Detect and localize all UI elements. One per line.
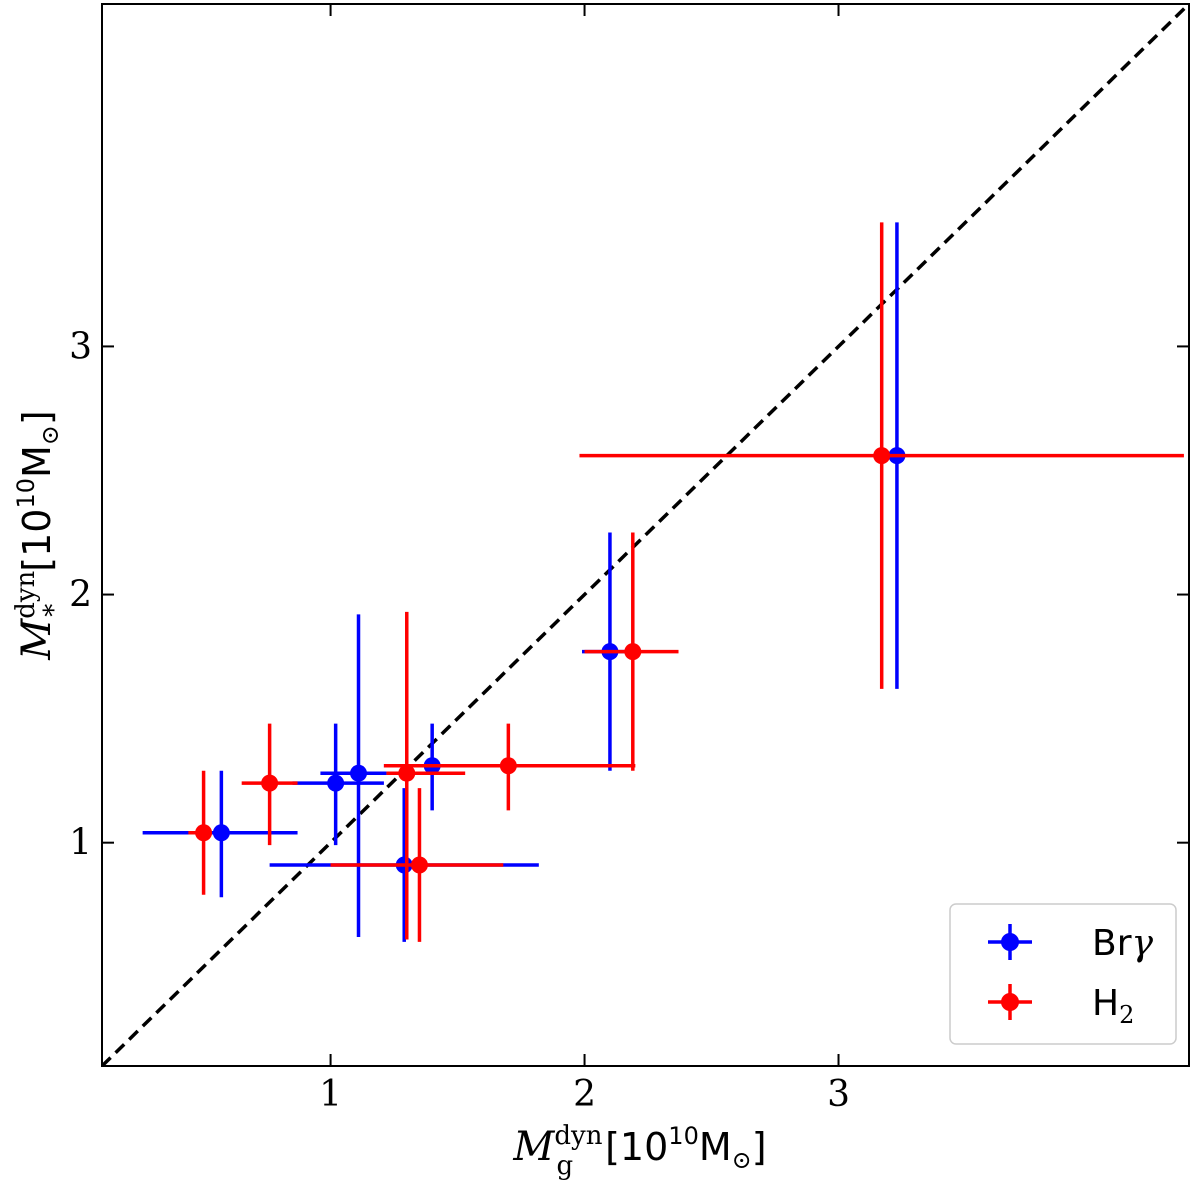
- x-label-sup: dyn: [554, 1121, 602, 1151]
- y-label-sub: *: [39, 604, 69, 617]
- legend-h2-label: H2: [1092, 983, 1134, 1029]
- legend-h2-main: H: [1092, 983, 1119, 1024]
- y-tick-label: 3: [69, 326, 92, 367]
- x-tick-label: 3: [827, 1074, 850, 1115]
- x-label-units-exp: 10: [668, 1122, 699, 1150]
- y-label-units-suffix: M: [15, 445, 59, 478]
- legend-h2-marker: [1001, 993, 1019, 1011]
- y-label-units-prefix: [10: [15, 509, 59, 572]
- legend-brgamma-label: Brγ: [1092, 923, 1154, 964]
- y-label-symbol: M: [14, 618, 60, 661]
- legend: Brγ H2: [949, 903, 1177, 1045]
- y-label-units-exp: 10: [12, 478, 40, 509]
- x-label-units-close: ]: [752, 1125, 767, 1169]
- y-tick-label: 1: [69, 823, 92, 864]
- legend-entry-h2: H2: [988, 983, 1134, 1029]
- y-axis-ticks: 1 2 3: [69, 326, 1189, 864]
- y-axis-label: Mdyn*[1010M⊙]: [11, 410, 69, 661]
- x-axis-label: Mdyn g [1010M⊙]: [512, 1121, 766, 1181]
- data-point: [410, 856, 428, 874]
- x-label-sun-symbol: ⊙: [732, 1146, 752, 1174]
- x-label-sub: g: [556, 1151, 573, 1181]
- plot-frame: [101, 3, 1190, 1067]
- data-point: [873, 447, 891, 465]
- legend-brgamma-greek: γ: [1132, 923, 1154, 964]
- one-to-one-line: [102, 4, 1189, 1066]
- data-point: [195, 824, 213, 842]
- series-h2: [188, 222, 1184, 942]
- data-point: [261, 774, 279, 792]
- data-series-layer: [142, 222, 1184, 942]
- x-label-units-suffix: M: [699, 1125, 732, 1169]
- x-label-units-prefix: [10: [605, 1125, 668, 1169]
- legend-brgamma-marker: [1001, 933, 1019, 951]
- series-brgamma: [142, 222, 906, 942]
- y-label-units-close: ]: [15, 410, 59, 425]
- y-label-sun-symbol: ⊙: [36, 425, 64, 445]
- one-to-one-line-layer: [102, 4, 1189, 1066]
- data-point: [624, 643, 642, 661]
- x-tick-label: 1: [319, 1074, 342, 1115]
- legend-h2-sub: 2: [1119, 1001, 1134, 1029]
- y-label-sup: dyn: [11, 570, 41, 618]
- x-tick-label: 2: [573, 1074, 596, 1115]
- data-point: [212, 824, 230, 842]
- data-point: [398, 764, 416, 782]
- data-point: [499, 757, 517, 775]
- legend-brgamma-main: Br: [1092, 923, 1132, 964]
- x-label-symbol: M: [512, 1124, 555, 1170]
- y-tick-label: 2: [69, 575, 92, 616]
- x-axis-ticks: 1 2 3: [319, 4, 850, 1115]
- legend-entry-brgamma: Brγ: [988, 923, 1154, 964]
- data-point: [327, 774, 345, 792]
- data-point: [350, 764, 368, 782]
